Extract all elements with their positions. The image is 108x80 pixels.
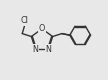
Text: N: N [46,45,52,54]
Text: O: O [39,24,45,33]
Text: N: N [33,45,38,54]
Text: Cl: Cl [21,16,29,25]
